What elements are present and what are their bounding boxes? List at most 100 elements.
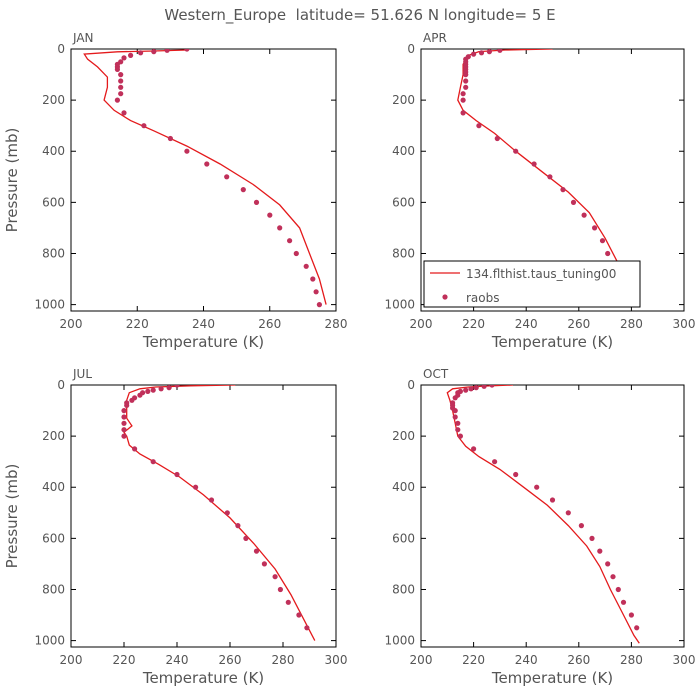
y-tick-label: 200 [392, 93, 415, 107]
x-tick-label: 200 [60, 317, 83, 331]
raobs-point [486, 49, 492, 55]
legend-label: 134.flthist.taus_tuning00 [466, 267, 616, 281]
raobs-point [455, 427, 461, 433]
y-axis-label: Pressure (mb) [3, 128, 21, 233]
panel-label: APR [423, 31, 447, 45]
y-tick-label: 800 [392, 246, 415, 260]
x-axis-label: Temperature (K) [491, 669, 613, 687]
raobs-point [581, 212, 587, 218]
raobs-point [293, 250, 299, 257]
x-tick-label: 260 [258, 317, 281, 331]
x-tick-label: 300 [673, 317, 696, 331]
y-tick-label: 400 [392, 480, 415, 494]
y-tick-label: 800 [42, 246, 65, 260]
x-tick-label: 280 [620, 653, 643, 667]
raobs-point [240, 187, 246, 193]
raobs-point [452, 414, 458, 420]
raobs-point [592, 225, 598, 231]
plot-data [83, 49, 327, 308]
x-tick-label: 300 [673, 653, 696, 667]
legend-marker-swatch [442, 294, 448, 300]
raobs-point [549, 497, 556, 503]
y-tick-label: 400 [42, 480, 65, 494]
raobs-point [513, 471, 519, 478]
raobs-point [531, 161, 537, 167]
raobs-point [174, 385, 180, 388]
raobs-point [455, 420, 461, 426]
plot-frame [420, 384, 685, 648]
x-tick-label: 200 [60, 653, 83, 667]
y-tick-label: 400 [42, 144, 65, 158]
raobs-point [118, 72, 124, 78]
x-axis-label: Temperature (K) [142, 669, 264, 687]
raobs-point [137, 392, 143, 398]
legend-label: raobs [466, 291, 500, 305]
raobs-point [151, 49, 157, 55]
model-profile-line [446, 385, 640, 644]
raobs-point [605, 250, 611, 257]
raobs-point [597, 548, 603, 554]
raobs-point [132, 446, 138, 452]
raobs-point [138, 50, 144, 56]
model-profile-line [83, 49, 327, 305]
raobs-point [121, 110, 127, 116]
plot-data [121, 385, 316, 641]
raobs-point [141, 123, 147, 129]
raobs-point [287, 238, 293, 244]
y-tick-label: 1000 [384, 634, 415, 648]
y-tick-label: 0 [57, 378, 65, 392]
y-tick-label: 0 [407, 378, 415, 392]
raobs-point [224, 510, 230, 516]
y-axis-label: Pressure (mb) [3, 464, 21, 569]
raobs-point [471, 51, 477, 57]
x-tick-label: 260 [567, 317, 590, 331]
raobs-point [167, 135, 173, 142]
y-tick-label: 600 [42, 195, 65, 209]
plot-frame [70, 384, 337, 648]
raobs-point [118, 84, 124, 90]
panel-apr: APR 200 220 240 260 280 300 0 200 400 600 800 1000 Te… [384, 31, 695, 351]
raobs-point [224, 174, 230, 180]
y-tick-label: 400 [392, 144, 415, 158]
raobs-point [304, 625, 310, 631]
x-tick-label: 280 [325, 317, 348, 331]
raobs-point [615, 586, 621, 593]
raobs-point [513, 148, 519, 154]
raobs-point [150, 387, 156, 393]
raobs-point [313, 289, 319, 295]
raobs-point [578, 523, 585, 529]
raobs-point [296, 612, 302, 618]
raobs-point [158, 386, 164, 392]
raobs-point [628, 612, 635, 618]
raobs-point [547, 174, 553, 180]
x-tick-label: 280 [272, 653, 295, 667]
plot-data [446, 385, 640, 644]
y-tick-label: 0 [57, 42, 65, 56]
raobs-point [316, 302, 322, 308]
raobs-point [145, 388, 151, 394]
x-tick-label: 300 [325, 653, 348, 667]
raobs-point [184, 49, 190, 52]
raobs-point [463, 387, 469, 393]
raobs-point [121, 433, 127, 439]
y-tick-label: 800 [392, 582, 415, 596]
raobs-point [121, 420, 127, 426]
y-tick-label: 800 [42, 582, 65, 596]
x-tick-label: 240 [515, 317, 538, 331]
y-tick-label: 1000 [384, 298, 415, 312]
raobs-point [463, 72, 469, 78]
x-tick-label: 200 [410, 317, 433, 331]
raobs-point [471, 446, 477, 452]
raobs-point [494, 135, 500, 142]
raobs-point [277, 586, 283, 593]
raobs-point [481, 385, 487, 389]
raobs-point [565, 510, 571, 516]
raobs-point [463, 84, 469, 90]
x-tick-label: 220 [462, 317, 485, 331]
raobs-point [193, 484, 199, 490]
raobs-point [285, 599, 291, 605]
raobs-point [243, 535, 249, 542]
raobs-point [129, 397, 135, 403]
x-tick-label: 280 [620, 317, 643, 331]
y-tick-label: 600 [392, 195, 415, 209]
